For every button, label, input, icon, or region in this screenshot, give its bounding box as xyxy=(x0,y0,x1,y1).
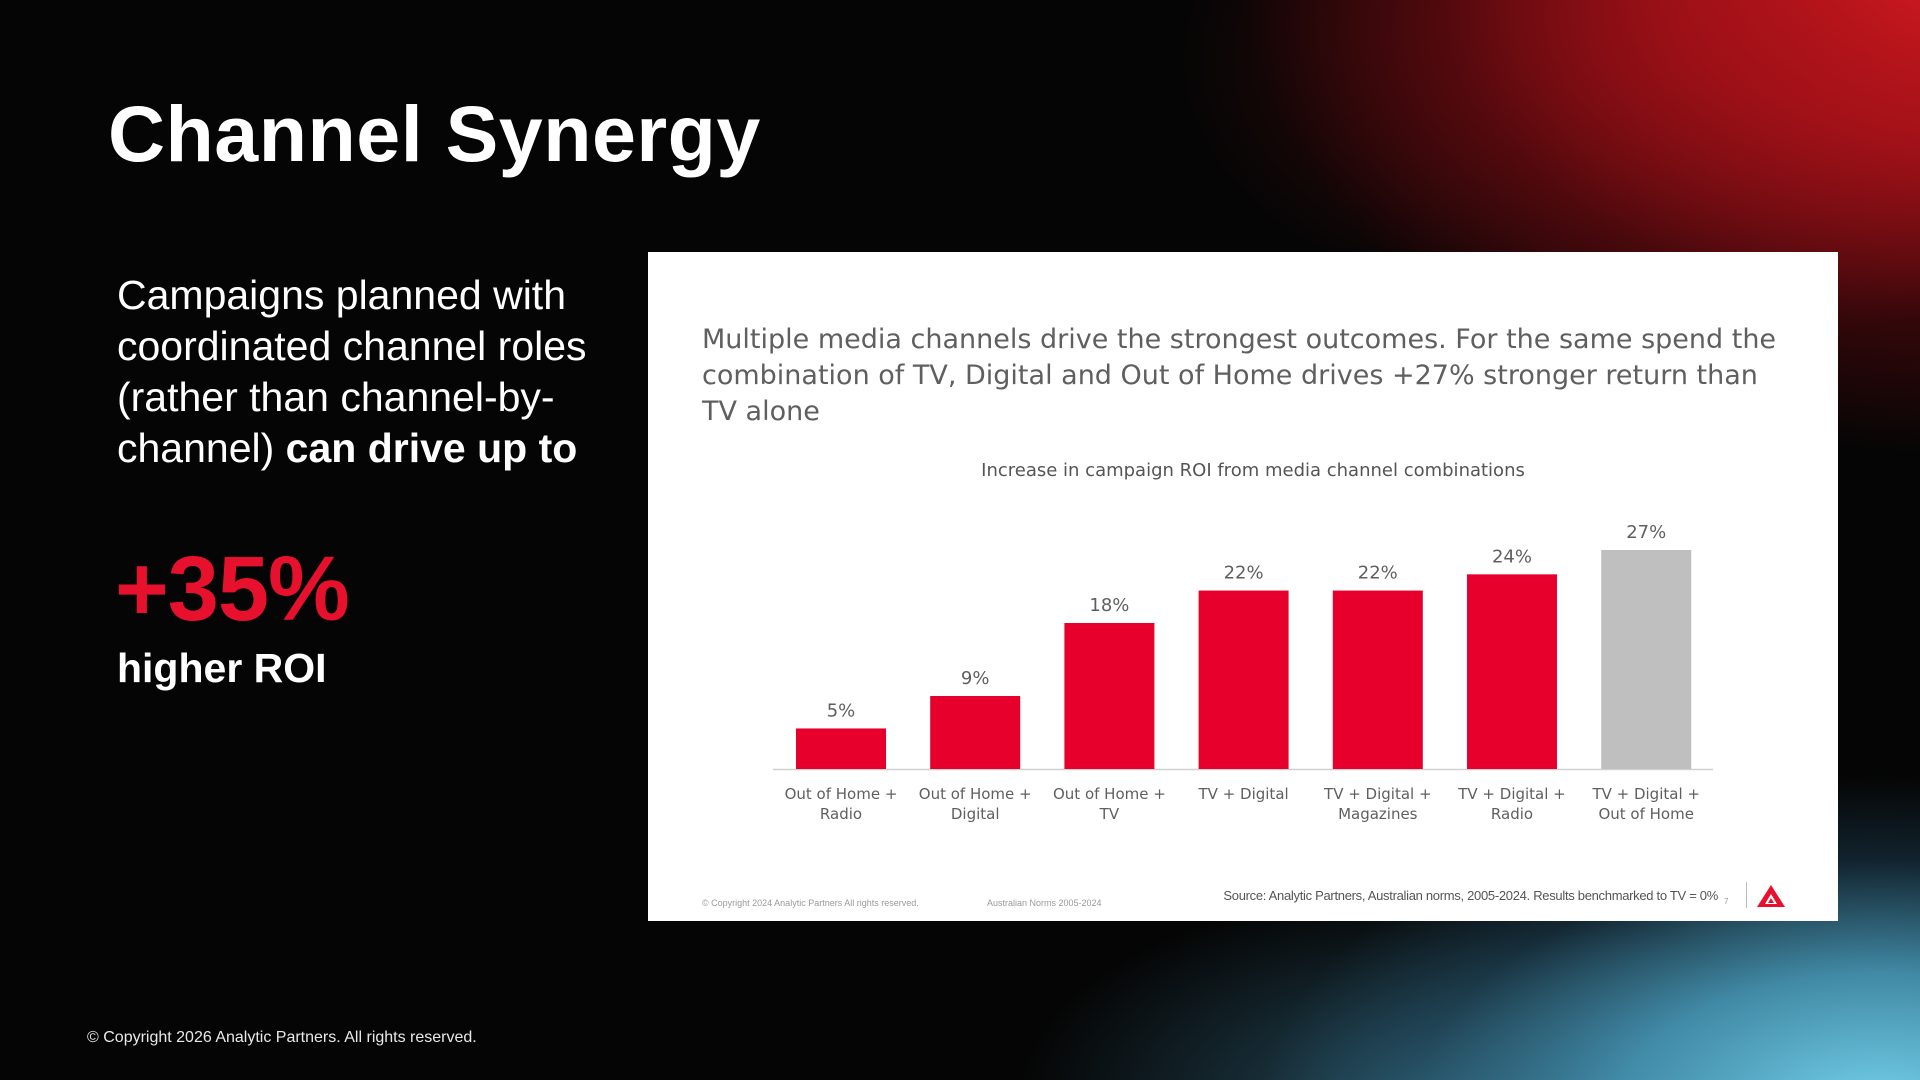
bar-4 xyxy=(1332,590,1423,769)
bar-2 xyxy=(1064,623,1155,769)
bar-3 xyxy=(1198,590,1289,769)
bar-1 xyxy=(930,696,1021,769)
card-headline: Multiple media channels drive the strong… xyxy=(702,324,1777,427)
left-copy: Campaigns planned with coordinated chann… xyxy=(117,270,637,474)
data-label-6: 27% xyxy=(1626,522,1666,543)
category-label-6-1: Out of Home xyxy=(1598,805,1694,823)
category-label-5-1: Radio xyxy=(1491,805,1533,823)
slide-title: Channel Synergy xyxy=(108,89,761,178)
big-stat: +35% xyxy=(115,538,350,640)
category-label-2-1: TV xyxy=(1099,805,1120,823)
bar-5 xyxy=(1467,574,1557,769)
bar-6 xyxy=(1601,550,1692,769)
stat-caption: higher ROI xyxy=(117,645,327,691)
category-label-2-0: Out of Home + xyxy=(1053,785,1166,803)
left-copy-regular: Campaigns planned with coordinated chann… xyxy=(117,272,587,471)
card-copyright: © Copyright 2024 Analytic Partners All r… xyxy=(702,898,919,908)
bar-0 xyxy=(796,728,886,769)
card-source: Source: Analytic Partners, Australian no… xyxy=(1223,888,1718,903)
category-label-6-0: TV + Digital + xyxy=(1591,785,1700,803)
analytic-partners-logo-icon xyxy=(1757,885,1785,907)
category-label-1-1: Digital xyxy=(951,805,1000,823)
data-label-4: 22% xyxy=(1358,563,1398,584)
category-label-3-0: TV + Digital xyxy=(1198,785,1289,803)
bar-chart: 5% Out of Home + Radio 9% Out of Home + Digit… xyxy=(773,522,1713,823)
data-label-3: 22% xyxy=(1224,563,1264,584)
category-label-0-1: Radio xyxy=(820,805,862,823)
category-label-4-1: Magazines xyxy=(1338,805,1418,823)
data-label-0: 5% xyxy=(827,700,856,721)
category-label-0-0: Out of Home + xyxy=(785,785,898,803)
category-label-4-0: TV + Digital + xyxy=(1323,785,1432,803)
card-norms: Australian Norms 2005-2024 xyxy=(987,898,1102,908)
footer-copyright: © Copyright 2026 Analytic Partners. All … xyxy=(87,1029,477,1046)
chart-card: Multiple media channels drive the strong… xyxy=(648,252,1838,921)
data-label-1: 9% xyxy=(961,668,990,689)
category-label-1-0: Out of Home + xyxy=(919,785,1032,803)
category-label-5-0: TV + Digital + xyxy=(1457,785,1566,803)
card-divider xyxy=(1746,882,1747,908)
chart-title: Increase in campaign ROI from media chan… xyxy=(981,460,1525,481)
left-copy-bold: can drive up to xyxy=(285,425,578,471)
data-label-5: 24% xyxy=(1492,546,1532,567)
card-page-number: 7 xyxy=(1724,897,1729,906)
data-label-2: 18% xyxy=(1089,595,1129,616)
